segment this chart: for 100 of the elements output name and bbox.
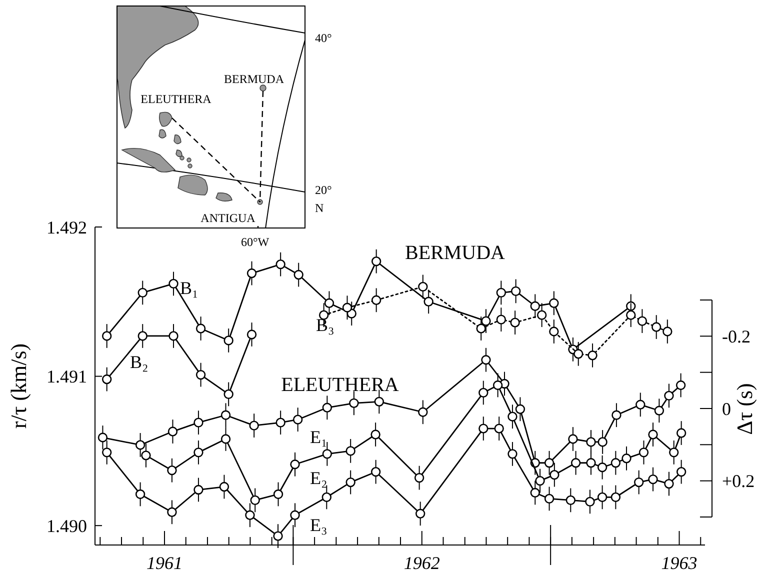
point (250, 495, 260, 506)
point (349, 398, 359, 408)
y-tick-label: 1.491 (46, 366, 87, 387)
point (273, 531, 283, 541)
point (167, 466, 177, 476)
point (196, 370, 206, 380)
annotation: E₃ (310, 515, 328, 535)
point (141, 450, 151, 460)
point (424, 296, 434, 306)
y-tick-label: 1.490 (46, 516, 87, 536)
point (138, 331, 148, 341)
point (220, 434, 231, 444)
point (418, 407, 428, 417)
point (492, 380, 503, 390)
point (676, 466, 686, 477)
point (371, 256, 382, 266)
point (508, 449, 518, 459)
point (135, 440, 146, 450)
point (290, 460, 300, 470)
point (570, 458, 581, 468)
point (481, 316, 491, 326)
point (194, 484, 204, 495)
point (585, 496, 595, 507)
text: ELEUTHERA (140, 92, 212, 106)
annotation: 60°W (240, 235, 270, 249)
point (322, 449, 332, 459)
point (622, 454, 632, 464)
point (510, 286, 521, 296)
point (508, 412, 518, 422)
point (418, 282, 428, 292)
point (648, 474, 658, 484)
point (245, 510, 255, 520)
point (588, 350, 598, 360)
point (294, 270, 304, 280)
point (322, 402, 332, 412)
point (342, 302, 352, 312)
point (496, 288, 506, 298)
point (414, 472, 424, 483)
point (324, 298, 334, 308)
point (669, 448, 679, 458)
annotation: ELEUTHERA (281, 374, 400, 396)
annotation: B₁ (180, 278, 198, 298)
point (370, 430, 380, 440)
point (652, 322, 662, 332)
point (276, 418, 286, 428)
point (634, 477, 644, 488)
point (568, 434, 578, 444)
point (535, 476, 545, 486)
point (610, 492, 621, 502)
point (566, 495, 576, 506)
point (371, 295, 382, 306)
point (478, 424, 488, 434)
point (638, 448, 649, 458)
point (194, 448, 204, 458)
text: 40° (315, 31, 332, 45)
point (510, 318, 520, 328)
point (515, 404, 526, 414)
text: N (315, 201, 324, 215)
point (168, 331, 178, 341)
annotation: B₂ (130, 352, 148, 372)
point (662, 326, 672, 336)
point (598, 437, 608, 447)
annotation: E₁ (310, 427, 328, 447)
point (530, 301, 540, 311)
point (220, 410, 231, 420)
y-tick-label: 1.492 (46, 217, 87, 238)
text: BERMUDA (224, 72, 284, 86)
point (194, 418, 204, 428)
y-axis-title: r/τ (km/s) (6, 343, 31, 429)
point (636, 400, 646, 410)
annotation: BERMUDA (404, 242, 506, 264)
point (290, 510, 300, 520)
point (273, 489, 284, 500)
point (597, 492, 608, 502)
text: 20° (315, 183, 332, 197)
point (612, 410, 622, 420)
point (346, 477, 356, 488)
point (138, 288, 148, 298)
point (478, 388, 488, 398)
point (676, 380, 686, 390)
point (102, 448, 112, 458)
point (654, 406, 664, 416)
point (168, 278, 178, 289)
x-tick-label: 1963 (661, 553, 698, 573)
point (224, 336, 234, 346)
point (98, 432, 108, 442)
point (549, 326, 559, 336)
point (276, 259, 286, 270)
point (167, 507, 177, 518)
point (102, 331, 112, 341)
point (224, 389, 234, 400)
point (318, 310, 329, 320)
point (494, 424, 504, 434)
annotation: B₃ (316, 315, 334, 335)
point (219, 482, 230, 492)
point (544, 494, 554, 504)
point (664, 478, 674, 489)
point (481, 355, 491, 365)
point (544, 458, 554, 468)
point (370, 466, 381, 477)
